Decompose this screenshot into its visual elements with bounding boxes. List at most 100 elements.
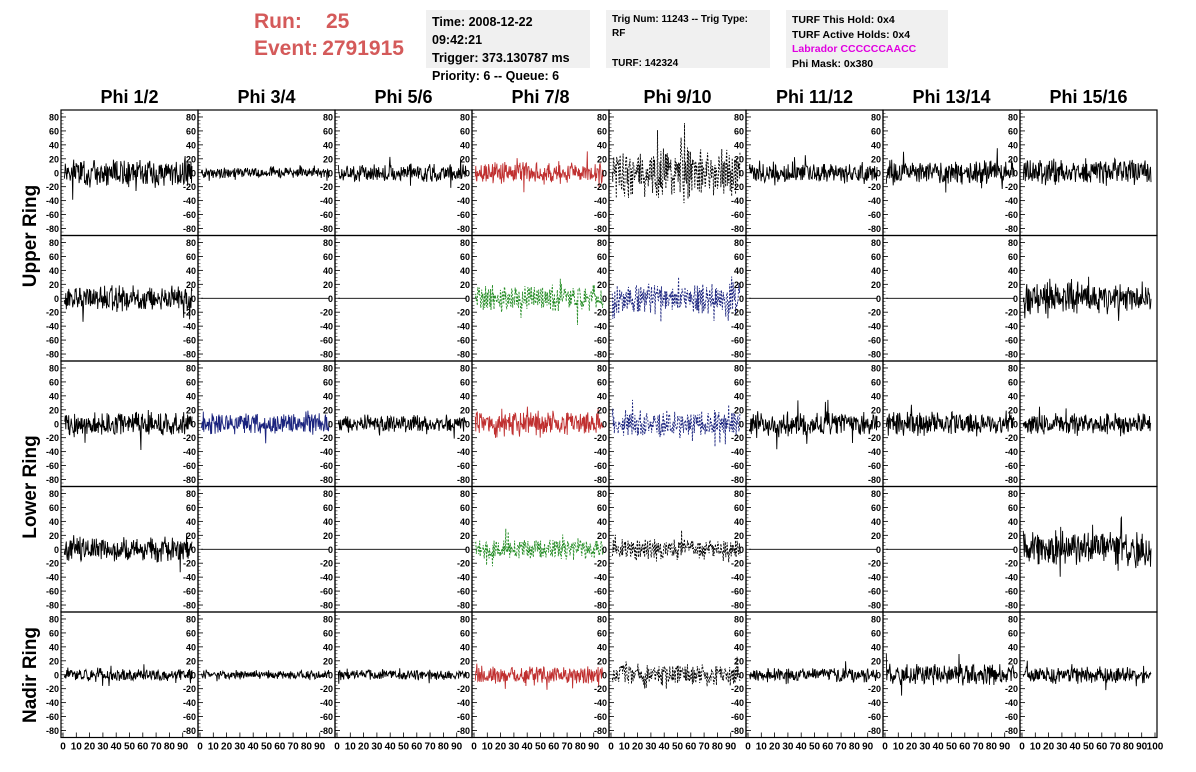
- y-tick-label: 80: [186, 238, 196, 248]
- x-tick-label: 90: [725, 742, 737, 753]
- event-label: Event:: [254, 37, 319, 60]
- y-tick-label: 40: [186, 517, 196, 527]
- y-tick-label: 60: [871, 126, 881, 136]
- y-tick-label: -80: [46, 224, 59, 234]
- y-tick-label: 60: [186, 252, 196, 262]
- y-tick-label: -40: [868, 196, 881, 206]
- y-tick-label: 60: [597, 252, 607, 262]
- waveform-r2-c8: [1022, 276, 1152, 321]
- y-tick-label: -80: [46, 601, 59, 611]
- x-tick-label: 50: [1083, 742, 1095, 753]
- y-tick-label: -60: [183, 336, 196, 346]
- y-tick-label: 80: [323, 489, 333, 499]
- y-tick-label: 20: [460, 405, 470, 415]
- y-tick-label: 80: [597, 363, 607, 373]
- y-tick-label: -60: [868, 587, 881, 597]
- x-tick-label: 60: [685, 742, 697, 753]
- y-tick-label: 60: [597, 377, 607, 387]
- y-tick-label: -40: [731, 698, 744, 708]
- x-tick-label: 30: [508, 742, 520, 753]
- y-tick-label: 20: [597, 656, 607, 666]
- y-tick-label: 20: [1008, 154, 1018, 164]
- x-tick-label: 0: [197, 742, 203, 753]
- panel-r1-c5: 80 60 40 20 0 -20 -40 -60 -80: [594, 109, 747, 237]
- waveform-r5-c2: [201, 669, 330, 682]
- x-tick-label: 70: [699, 742, 711, 753]
- y-tick-label: 20: [734, 405, 744, 415]
- y-tick-label: 60: [460, 503, 470, 513]
- panel-r1-c1: 80 60 40 20 0 -20 -40 -60 -80: [46, 109, 199, 237]
- x-tick-label: 60: [411, 742, 423, 753]
- trigger-info-box: Trig Num: 11243 -- Trig Type: RF TURF: 1…: [606, 10, 770, 69]
- y-tick-label: 20: [49, 280, 59, 290]
- y-tick-label: -20: [1005, 559, 1018, 569]
- y-tick-label: 80: [49, 363, 59, 373]
- y-tick-label: 20: [323, 280, 333, 290]
- panel-r2-c1: 80 60 40 20 0 -20 -40 -60 -80: [46, 234, 199, 362]
- panel-r3-c8: 80 60 40 20 0 -20 -40 -60 -80: [1005, 360, 1158, 488]
- y-tick-label: -80: [594, 350, 607, 360]
- y-tick-label: 80: [1008, 238, 1018, 248]
- y-tick-label: 0: [191, 294, 196, 304]
- y-tick-label: 60: [460, 126, 470, 136]
- x-tick-label: 0: [334, 742, 340, 753]
- panel-r5-c6: 80 60 40 20 0 -20 -40 -60 -80: [731, 611, 884, 739]
- y-tick-label: -20: [457, 308, 470, 318]
- panel-r5-c7: 80 60 40 20 0 -20 -40 -60 -80: [868, 611, 1021, 739]
- y-tick-label: 40: [460, 266, 470, 276]
- y-tick-label: -80: [320, 475, 333, 485]
- y-tick-label: 80: [460, 489, 470, 499]
- y-tick-label: 0: [465, 294, 470, 304]
- y-tick-label: 60: [49, 126, 59, 136]
- x-tick-label: 30: [97, 742, 109, 753]
- x-tick-label: 80: [438, 742, 450, 753]
- y-tick-label: -20: [868, 559, 881, 569]
- y-tick-label: 0: [1013, 419, 1018, 429]
- y-tick-label: 80: [871, 614, 881, 624]
- y-tick-label: 20: [49, 656, 59, 666]
- x-tick-label: 100: [1147, 742, 1164, 753]
- waveform-r4-c5: [611, 530, 741, 563]
- y-tick-label: 60: [49, 628, 59, 638]
- y-tick-label: 80: [1008, 489, 1018, 499]
- waveform-r1-c2: [200, 165, 330, 181]
- y-tick-label: -40: [46, 322, 59, 332]
- y-tick-label: -20: [320, 433, 333, 443]
- y-tick-label: 60: [1008, 252, 1018, 262]
- waveform-r3-c2: [200, 410, 330, 444]
- x-tick-label: 70: [288, 742, 300, 753]
- x-tick-label: 90: [451, 742, 463, 753]
- panel-r5-c8: 80 60 40 20 0 -20 -40 -60 -80: [1005, 611, 1158, 739]
- y-tick-label: -40: [594, 322, 607, 332]
- y-tick-label: 0: [1013, 168, 1018, 178]
- y-tick-label: 40: [1008, 642, 1018, 652]
- y-tick-label: 60: [734, 252, 744, 262]
- y-tick-label: 40: [460, 642, 470, 652]
- y-tick-label: -80: [594, 224, 607, 234]
- y-tick-label: -40: [868, 322, 881, 332]
- x-tick-label: 70: [836, 742, 848, 753]
- y-tick-label: -80: [1005, 224, 1018, 234]
- y-tick-label: 80: [597, 112, 607, 122]
- panel-r3-c2: 80 60 40 20 0 -20 -40 -60 -80: [183, 360, 336, 488]
- y-tick-label: -60: [731, 712, 744, 722]
- run-value: 25: [326, 10, 350, 33]
- y-tick-label: 80: [871, 363, 881, 373]
- y-tick-label: 20: [871, 656, 881, 666]
- y-tick-label: 40: [1008, 517, 1018, 527]
- y-tick-label: 40: [460, 391, 470, 401]
- waveform-r3-c3: [337, 414, 467, 439]
- y-tick-label: -40: [1005, 322, 1018, 332]
- y-tick-label: -40: [868, 573, 881, 583]
- y-tick-label: -80: [183, 350, 196, 360]
- y-tick-label: -20: [1005, 308, 1018, 318]
- y-tick-label: 20: [734, 531, 744, 541]
- x-tick-label: 40: [385, 742, 397, 753]
- x-tick-label: 40: [111, 742, 123, 753]
- y-tick-label: -80: [320, 601, 333, 611]
- y-tick-label: 80: [1008, 614, 1018, 624]
- x-tick-label: 20: [358, 742, 370, 753]
- trigger-text: Trigger: 373.130787 ms: [432, 51, 570, 65]
- y-tick-label: -80: [868, 726, 881, 736]
- y-tick-label: 60: [49, 252, 59, 262]
